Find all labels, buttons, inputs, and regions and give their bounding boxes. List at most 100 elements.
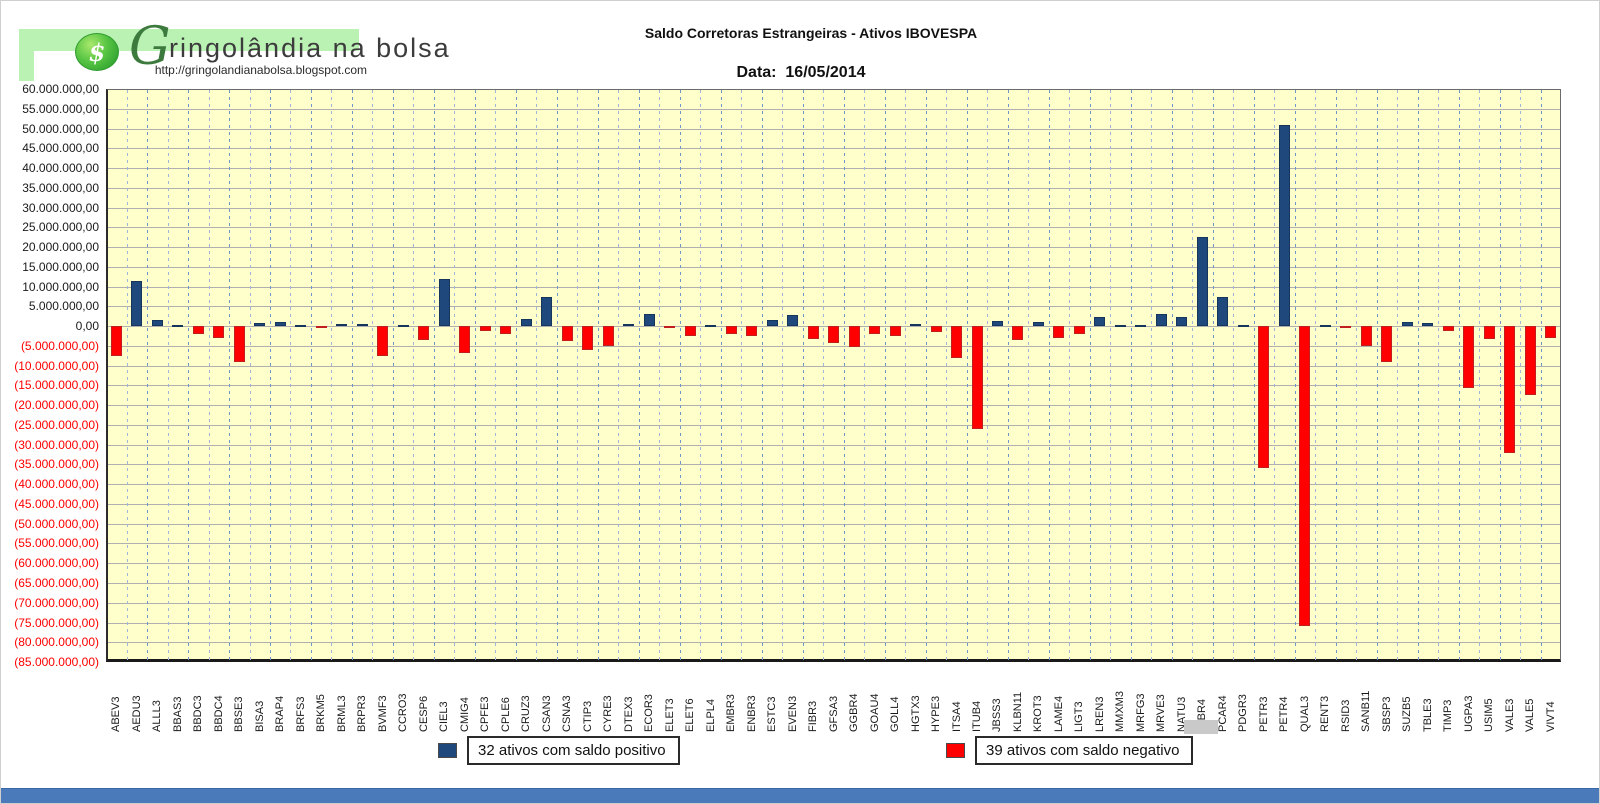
bar-SBSP3 xyxy=(1381,326,1393,363)
x-tick-BRKM5: BRKM5 xyxy=(315,694,328,732)
x-gridline xyxy=(1294,90,1296,661)
x-gridline xyxy=(987,90,989,661)
x-gridline xyxy=(331,90,333,661)
y-tick-label: (70.000.000,00) xyxy=(14,595,99,610)
x-tick-ECOR3: ECOR3 xyxy=(643,694,656,732)
site-logo[interactable]: $ G ringolândia na bolsa http://gringola… xyxy=(17,13,449,83)
bar-GFSA3 xyxy=(828,326,839,344)
bar-QUAL3 xyxy=(1299,326,1311,627)
legend-label-positive: 32 ativos com saldo positivo xyxy=(467,736,680,765)
chart-title: Saldo Corretoras Estrangeiras - Ativos I… xyxy=(644,25,978,41)
x-tick-CMIG4: CMIG4 xyxy=(458,697,471,732)
bar-EVEN3 xyxy=(787,315,798,327)
x-tick-FIBR3: FIBR3 xyxy=(807,700,819,732)
x-gridline xyxy=(269,90,271,661)
y-tick-label: 60.000.000,00 xyxy=(22,82,99,96)
x-tick-HYPE3: HYPE3 xyxy=(930,695,942,732)
x-gridline xyxy=(843,90,845,661)
x-tick-LAME4: LAME4 xyxy=(1052,695,1065,732)
y-gridline xyxy=(108,108,1560,110)
bar-BVMF3 xyxy=(377,326,389,356)
x-tick-CPLE6: CPLE6 xyxy=(499,697,512,732)
x-tick-MMXM3: MMXM3 xyxy=(1114,691,1127,732)
x-gridline xyxy=(802,90,804,661)
y-tick-label: (75.000.000,00) xyxy=(14,615,99,630)
x-gridline xyxy=(147,90,148,661)
scrollbar-fragment[interactable] xyxy=(1184,720,1218,734)
x-tick-BBDC3: BBDC3 xyxy=(192,695,205,732)
x-tick-BRML3: BRML3 xyxy=(335,695,348,732)
bar-ECOR3 xyxy=(643,314,655,327)
bar-EMBR3 xyxy=(725,326,737,334)
date-value: 16/05/2014 xyxy=(785,64,866,81)
bar-BBSE3 xyxy=(233,326,245,362)
x-tick-ENBR3: ENBR3 xyxy=(745,695,758,732)
chart-date: Data: 16/05/2014 xyxy=(401,64,1201,82)
bar-ITUB4 xyxy=(971,326,983,429)
bar-VALE3 xyxy=(1504,326,1516,453)
x-gridline xyxy=(392,90,394,661)
x-tick-EVEN3: EVEN3 xyxy=(786,695,799,732)
x-tick-ELET3: ELET3 xyxy=(663,698,676,732)
bar-PETR3 xyxy=(1258,326,1270,469)
y-tick-label: (40.000.000,00) xyxy=(14,477,99,492)
logo-green-band-vertical xyxy=(19,29,34,81)
x-tick-CPFE3: CPFE3 xyxy=(479,696,492,732)
x-gridline xyxy=(536,90,538,661)
y-gridline xyxy=(108,583,1560,584)
x-gridline xyxy=(454,90,456,661)
bar-PDGR3 xyxy=(1237,325,1249,328)
dollar-glyph: $ xyxy=(88,37,106,67)
bar-LAME4 xyxy=(1053,326,1065,338)
bar-ELPL4 xyxy=(705,324,716,327)
x-gridline xyxy=(925,90,927,661)
x-gridline xyxy=(1356,90,1358,661)
x-tick-BRAP4: BRAP4 xyxy=(274,695,287,732)
x-gridline xyxy=(782,90,784,661)
x-gridline xyxy=(433,90,435,661)
x-gridline xyxy=(946,90,948,661)
x-tick-BBDC4: BBDC4 xyxy=(212,695,225,732)
y-gridline xyxy=(108,424,1560,426)
x-gridline xyxy=(577,90,579,661)
x-tick-ITSA4: ITSA4 xyxy=(950,701,963,732)
x-gridline xyxy=(1007,90,1009,661)
x-gridline xyxy=(1458,90,1460,661)
bar-CESP6 xyxy=(418,326,430,340)
x-tick-AEDU3: AEDU3 xyxy=(130,695,143,732)
x-gridline xyxy=(351,90,353,661)
bar-ELET3 xyxy=(664,326,676,329)
x-tick-KLBN11: KLBN11 xyxy=(1011,691,1024,732)
y-gridline xyxy=(108,642,1560,644)
x-tick-BISA3: BISA3 xyxy=(253,700,266,732)
bar-CTIP3 xyxy=(582,326,594,350)
x-tick-VALE3: VALE3 xyxy=(1503,698,1516,732)
x-gridline xyxy=(700,90,702,661)
y-tick-label: (30.000.000,00) xyxy=(14,437,99,452)
x-gridline xyxy=(1212,90,1214,661)
x-tick-GOLL4: GOLL4 xyxy=(889,696,901,732)
y-tick-label: 55.000.000,00 xyxy=(22,101,99,116)
y-tick-label: 40.000.000,00 xyxy=(22,161,99,175)
bar-BRML3 xyxy=(336,324,348,327)
logo-url[interactable]: http://gringolandianabolsa.blogspot.com xyxy=(154,63,367,77)
bar-VALE5 xyxy=(1524,326,1536,396)
bar-BRKM5 xyxy=(315,326,327,329)
x-gridline xyxy=(1048,90,1050,661)
x-tick-RENT3: RENT3 xyxy=(1319,695,1332,732)
x-tick-VALE5: VALE5 xyxy=(1524,698,1537,732)
x-gridline xyxy=(618,90,620,661)
x-gridline xyxy=(1069,90,1071,661)
x-tick-SANB11: SANB11 xyxy=(1360,690,1373,732)
x-gridline xyxy=(720,90,722,661)
bar-BRAP4 xyxy=(274,322,286,327)
bar-MMXM3 xyxy=(1114,325,1126,328)
y-tick-label: 50.000.000,00 xyxy=(22,121,99,136)
bar-FIBR3 xyxy=(807,326,819,339)
x-tick-RSID3: RSID3 xyxy=(1339,699,1352,732)
y-tick-label: (60.000.000,00) xyxy=(14,556,99,571)
x-tick-ELET6: ELET6 xyxy=(684,698,696,732)
x-tick-PDGR3: PDGR3 xyxy=(1237,694,1250,732)
y-tick-label: 0,00 xyxy=(75,319,99,334)
